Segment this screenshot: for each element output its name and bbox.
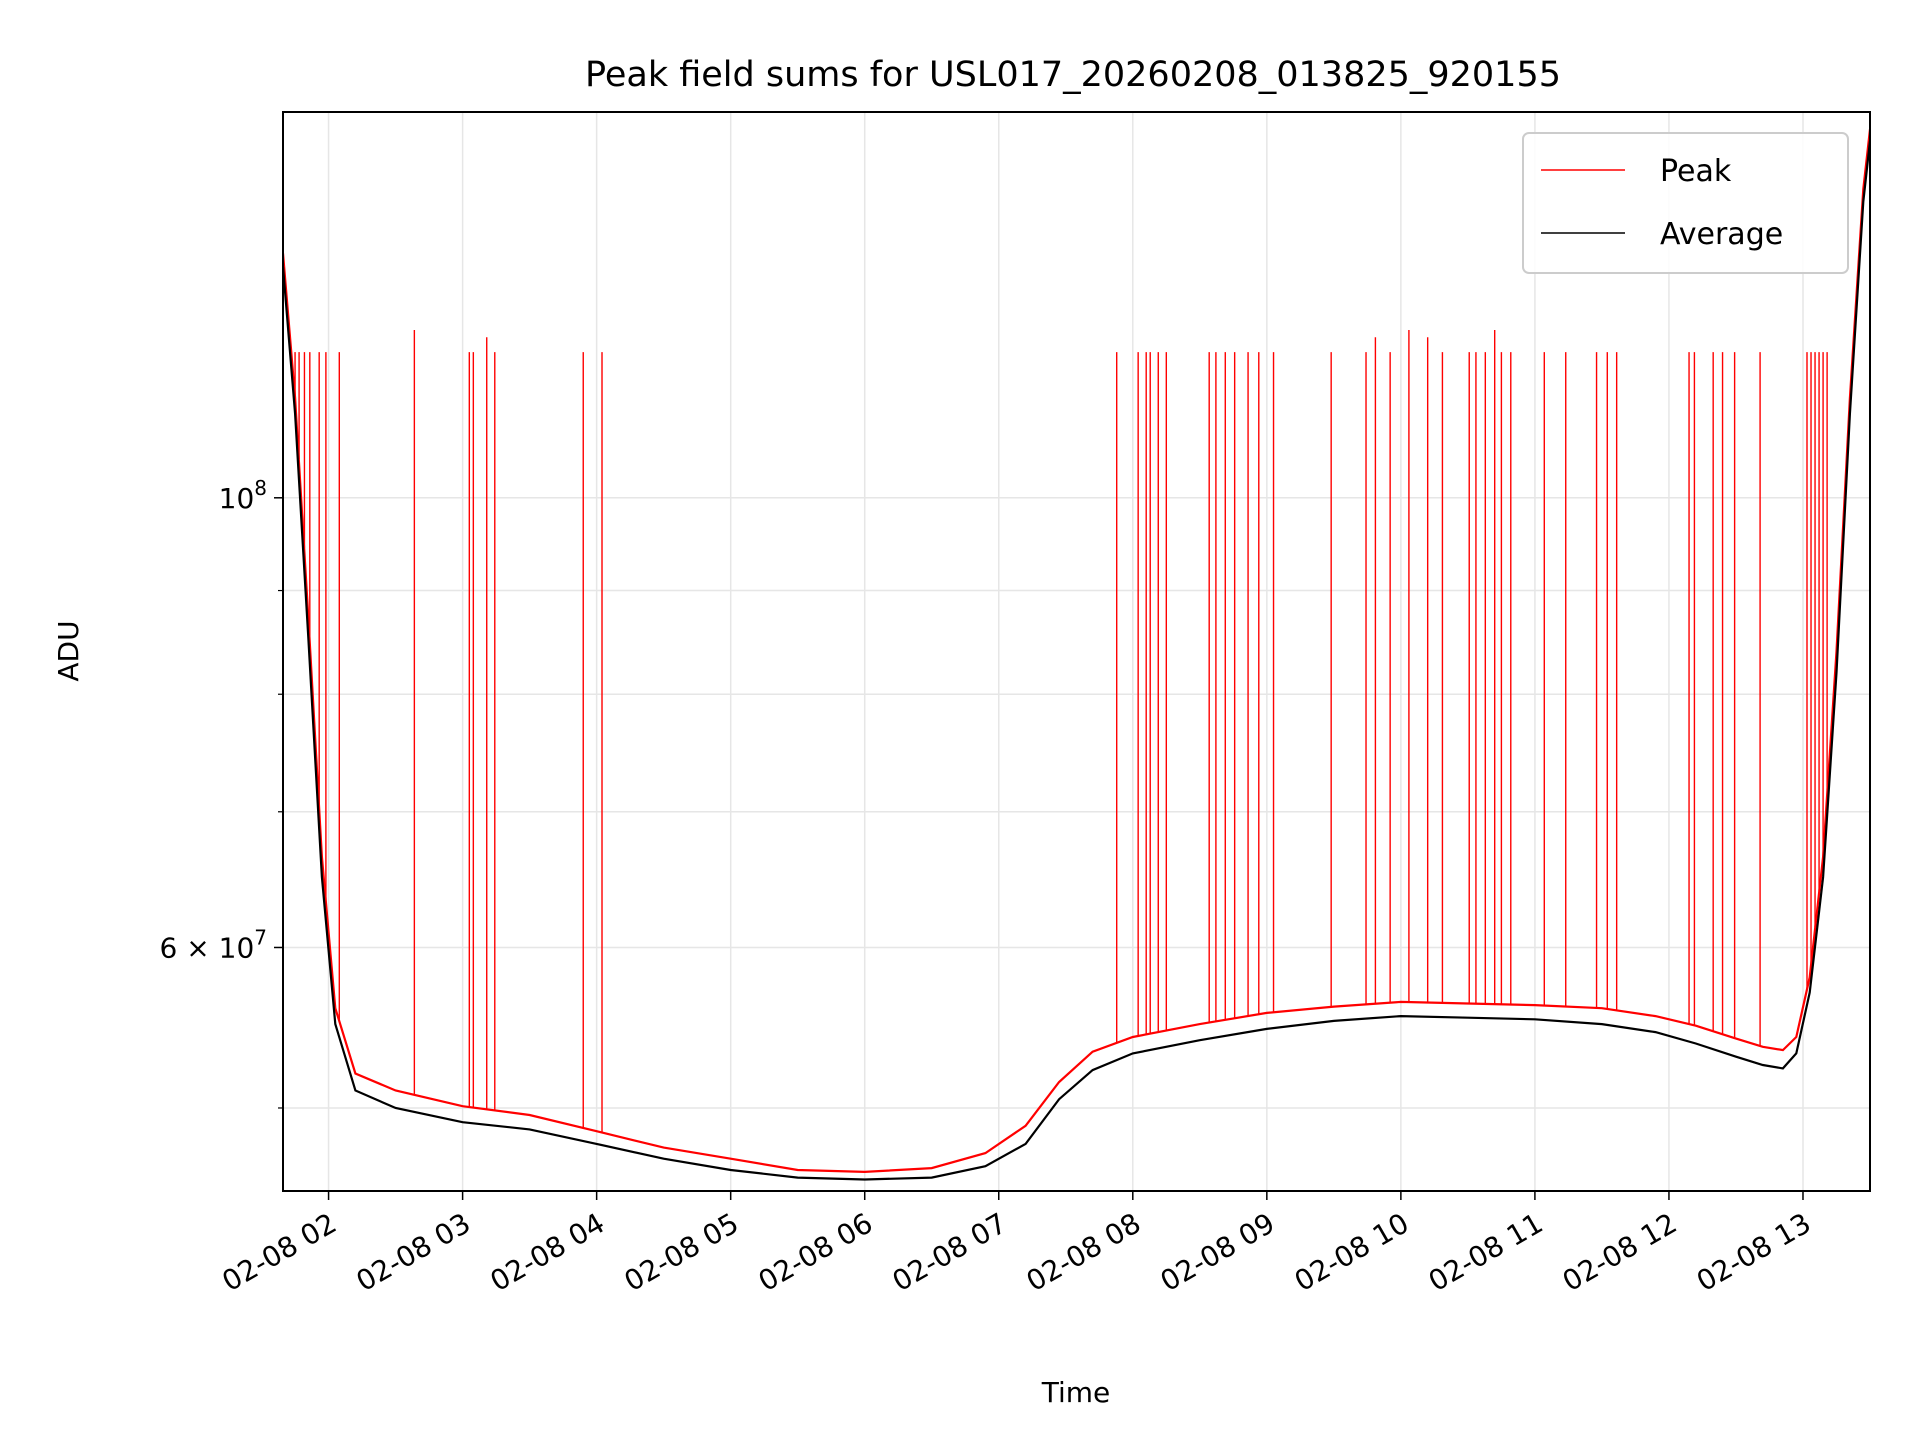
grid bbox=[283, 112, 1870, 1191]
y-tick-base: 10 bbox=[219, 482, 255, 515]
y-axis-label: ADU bbox=[52, 620, 85, 681]
average-line bbox=[283, 140, 1870, 1181]
peak-series bbox=[283, 129, 1870, 1174]
y-tick-exponent: 7 bbox=[254, 925, 267, 949]
y-axis: 6 × 107 108 bbox=[160, 476, 283, 1109]
legend: Peak Average bbox=[1522, 132, 1849, 274]
legend-peak-label: Peak bbox=[1660, 154, 1732, 189]
y-tick-label: 108 bbox=[219, 476, 267, 515]
chart-title: Peak field sums for USL017_20260208_0138… bbox=[585, 55, 1561, 95]
average-series bbox=[283, 140, 1870, 1181]
legend-box bbox=[1522, 132, 1849, 274]
y-tick-exponent: 8 bbox=[254, 476, 267, 500]
y-tick-base: 6 × 10 bbox=[160, 931, 255, 964]
plot-area bbox=[283, 112, 1870, 1191]
series-group bbox=[283, 129, 1870, 1181]
legend-average-label: Average bbox=[1660, 217, 1783, 252]
y-tick-label: 6 × 107 bbox=[160, 925, 267, 964]
x-axis-label: Time bbox=[1041, 1376, 1111, 1409]
plot-frame bbox=[282, 111, 1871, 1192]
peak-line bbox=[283, 129, 1870, 1174]
